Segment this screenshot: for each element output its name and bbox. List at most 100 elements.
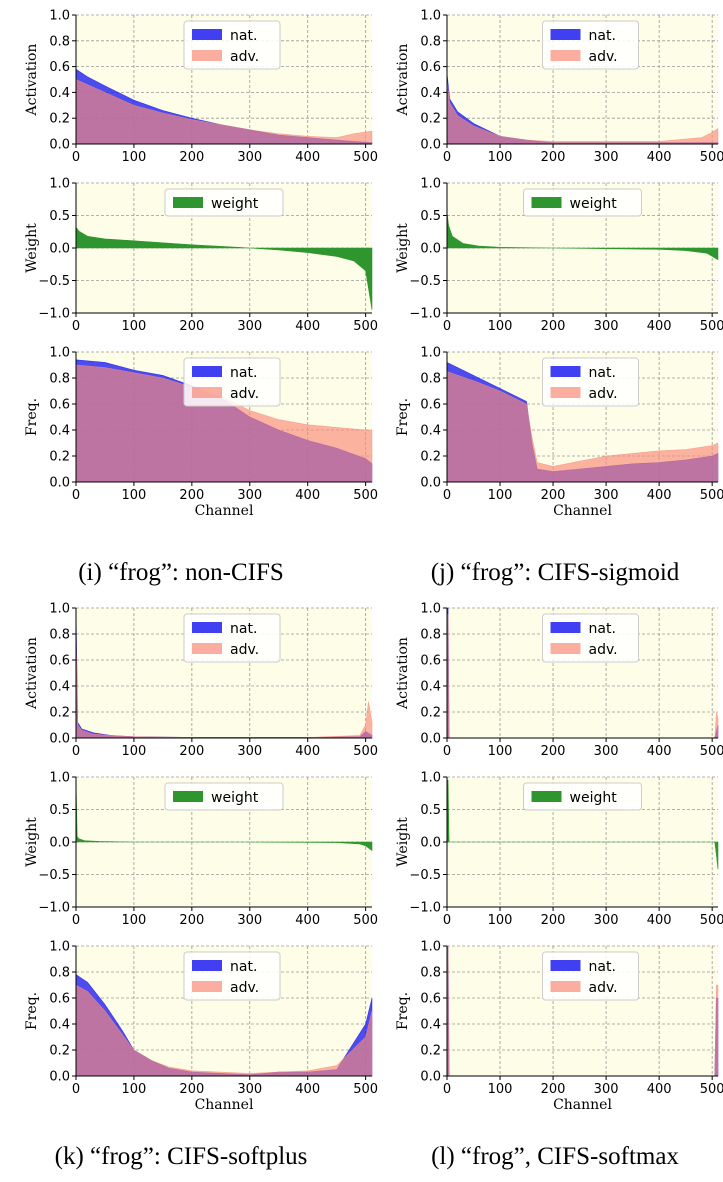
legend-swatch-nat	[192, 960, 222, 971]
panel-freq: 0.0 0.2 0.4 0.6 0.8 1.0 0 100 200 300 400 500 Freq. C…	[24, 346, 378, 520]
subfigure-3: (k) “frog”: CIFS-softplus 0.0 0.2 0.4 0.6 0.8…	[24, 602, 378, 1171]
y-tick-label: 1.0	[420, 602, 441, 617]
x-tick-label: 500	[353, 744, 378, 759]
x-tick-label: 300	[594, 913, 619, 928]
y-tick-label: −1.0	[38, 307, 70, 322]
x-tick-label: 0	[443, 1082, 451, 1097]
legend-label: nat.	[230, 621, 257, 637]
x-tick-label: 100	[488, 913, 513, 928]
legend-label: adv.	[589, 386, 618, 402]
y-tick-label: 0.6	[49, 992, 70, 1007]
y-tick-label: 0.8	[49, 628, 70, 643]
legend-swatch-weight	[531, 791, 562, 802]
x-tick-label: 100	[488, 488, 513, 503]
legend-label: weight	[570, 196, 618, 212]
legend-box	[164, 188, 284, 217]
x-tick-label: 300	[237, 319, 262, 334]
y-tick-label: −1.0	[409, 901, 441, 916]
y-tick-label: 0.2	[49, 450, 70, 465]
x-tick-label: 0	[72, 150, 80, 165]
y-tick-label: 0.6	[420, 60, 441, 75]
series-area-weight	[75, 780, 373, 852]
y-tick-label: 0.0	[420, 1070, 441, 1085]
x-tick-label: 300	[594, 744, 619, 759]
x-tick-label: 300	[594, 150, 619, 165]
legend: weight	[164, 782, 284, 811]
x-tick-label: 500	[353, 319, 378, 334]
x-tick-label: 200	[179, 150, 204, 165]
y-tick-label: 0.8	[420, 34, 441, 49]
y-tick-label: 0.0	[420, 138, 441, 153]
y-tick-label: 1.0	[49, 602, 70, 617]
x-tick-label: 400	[647, 150, 672, 165]
y-axis-label: Activation	[395, 637, 411, 710]
x-tick-label: 100	[122, 744, 147, 759]
y-tick-label: 0.5	[49, 803, 70, 818]
x-tick-label: 400	[647, 744, 672, 759]
x-tick-label: 0	[443, 488, 451, 503]
x-tick-label: 100	[488, 319, 513, 334]
legend-swatch-nat	[550, 622, 581, 633]
panel-weight: −1.0 −0.5 0.0 0.5 1.0 0 100 200 300 400 500 Weight w…	[24, 771, 378, 929]
legend: weight	[523, 782, 642, 811]
panel-weight: −1.0 −0.5 0.0 0.5 1.0 0 100 200 300 400 500 Weight w…	[395, 177, 723, 335]
legend-swatch-adv	[192, 387, 222, 398]
x-tick-label: 300	[237, 488, 262, 503]
x-tick-label: 400	[295, 1082, 320, 1097]
x-tick-label: 300	[237, 744, 262, 759]
x-tick-label: 100	[488, 150, 513, 165]
x-tick-label: 400	[295, 319, 320, 334]
x-axis-label: Channel	[553, 1097, 612, 1113]
y-tick-label: 0.8	[420, 628, 441, 643]
x-tick-label: 500	[700, 1082, 723, 1097]
y-tick-label: 1.0	[420, 940, 441, 955]
x-axis-label: Channel	[553, 503, 612, 519]
x-tick-label: 500	[353, 150, 378, 165]
y-axis-label: Weight	[24, 817, 40, 867]
y-tick-label: −1.0	[409, 307, 441, 322]
x-tick-label: 0	[443, 150, 451, 165]
panel-activation: 0.0 0.2 0.4 0.6 0.8 1.0 0 100 200 300 400 500 Activa…	[395, 9, 723, 166]
x-tick-label: 0	[72, 319, 80, 334]
legend-label: nat.	[589, 28, 616, 44]
legend: nat. adv.	[183, 357, 281, 407]
x-tick-label: 300	[594, 488, 619, 503]
legend: nat. adv.	[183, 20, 281, 70]
series-area-adv	[446, 371, 719, 483]
y-tick-label: 0.0	[49, 242, 70, 257]
series-area-adv	[75, 620, 373, 739]
legend-swatch-nat	[550, 366, 581, 377]
y-tick-label: 0.6	[49, 654, 70, 669]
legend: nat. adv.	[542, 357, 639, 407]
x-axis-label: Channel	[195, 503, 254, 519]
x-tick-label: 200	[541, 1082, 566, 1097]
legend-swatch-adv	[192, 50, 222, 61]
x-tick-label: 200	[179, 744, 204, 759]
legend-label: adv.	[230, 980, 259, 996]
panel-activation: 0.0 0.2 0.4 0.6 0.8 1.0 0 100 200 300 400 500 Activa…	[24, 9, 378, 166]
x-tick-label: 500	[353, 488, 378, 503]
panel-freq: 0.0 0.2 0.4 0.6 0.8 1.0 0 100 200 300 400 500 Freq. C…	[24, 940, 378, 1114]
y-tick-label: 1.0	[420, 177, 441, 192]
y-tick-label: 0.4	[49, 424, 70, 439]
x-tick-label: 500	[353, 1082, 378, 1097]
legend-swatch-nat	[550, 960, 581, 971]
x-tick-label: 0	[72, 744, 80, 759]
legend-box	[523, 782, 642, 811]
x-tick-label: 200	[179, 319, 204, 334]
x-tick-label: 200	[541, 150, 566, 165]
legend-swatch-adv	[192, 981, 222, 992]
y-axis-label: Activation	[24, 44, 40, 117]
legend-swatch-adv	[550, 643, 581, 654]
legend-swatch-nat	[192, 29, 222, 40]
y-tick-label: 0.2	[420, 1044, 441, 1059]
x-tick-label: 0	[72, 913, 80, 928]
y-axis-label: Weight	[24, 223, 40, 273]
series-area-weight	[446, 780, 719, 870]
y-tick-label: 1.0	[420, 771, 441, 786]
y-tick-label: 1.0	[49, 940, 70, 955]
panel-activation: 0.0 0.2 0.4 0.6 0.8 1.0 0 100 200 300 400 500 Activa…	[395, 602, 723, 760]
y-tick-label: 0.4	[420, 86, 441, 101]
legend: weight	[523, 188, 642, 217]
y-axis-label: Freq.	[24, 398, 40, 436]
